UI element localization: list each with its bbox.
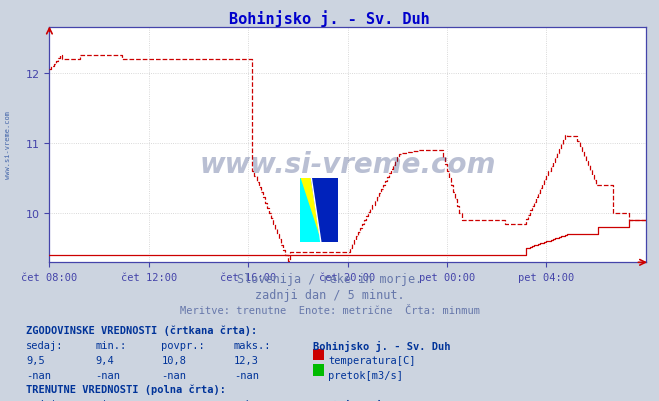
Polygon shape [300,178,338,243]
Text: -nan: -nan [96,371,121,381]
Text: 9,4: 9,4 [96,355,114,365]
Text: maks.:: maks.: [234,340,272,350]
Text: sedaj:: sedaj: [26,340,64,350]
Text: sedaj:: sedaj: [26,399,64,401]
Text: povpr.:: povpr.: [161,340,205,350]
Text: temperatura[C]: temperatura[C] [328,355,416,365]
Text: TRENUTNE VREDNOSTI (polna črta):: TRENUTNE VREDNOSTI (polna črta): [26,383,226,394]
Text: -nan: -nan [234,371,259,381]
Text: Meritve: trenutne  Enote: metrične  Črta: minmum: Meritve: trenutne Enote: metrične Črta: … [179,306,480,316]
Text: min.:: min.: [96,340,127,350]
Text: maks.:: maks.: [234,399,272,401]
Text: povpr.:: povpr.: [161,399,205,401]
Text: -nan: -nan [161,371,186,381]
Text: ZGODOVINSKE VREDNOSTI (črtkana črta):: ZGODOVINSKE VREDNOSTI (črtkana črta): [26,325,258,335]
Text: Bohinjsko j. - Sv. Duh: Bohinjsko j. - Sv. Duh [229,10,430,27]
Polygon shape [300,178,321,243]
Text: zadnji dan / 5 minut.: zadnji dan / 5 minut. [254,289,405,302]
Text: Slovenija / reke in morje.: Slovenija / reke in morje. [237,272,422,285]
Text: pretok[m3/s]: pretok[m3/s] [328,371,403,381]
Text: -nan: -nan [26,371,51,381]
Text: 12,3: 12,3 [234,355,259,365]
Text: 9,5: 9,5 [26,355,45,365]
Text: Bohinjsko j. - Sv. Duh: Bohinjsko j. - Sv. Duh [313,399,451,401]
Text: www.si-vreme.com: www.si-vreme.com [5,110,11,178]
Text: 10,8: 10,8 [161,355,186,365]
Text: Bohinjsko j. - Sv. Duh: Bohinjsko j. - Sv. Duh [313,340,451,351]
Text: www.si-vreme.com: www.si-vreme.com [200,150,496,178]
Text: min.:: min.: [96,399,127,401]
Polygon shape [311,178,338,243]
